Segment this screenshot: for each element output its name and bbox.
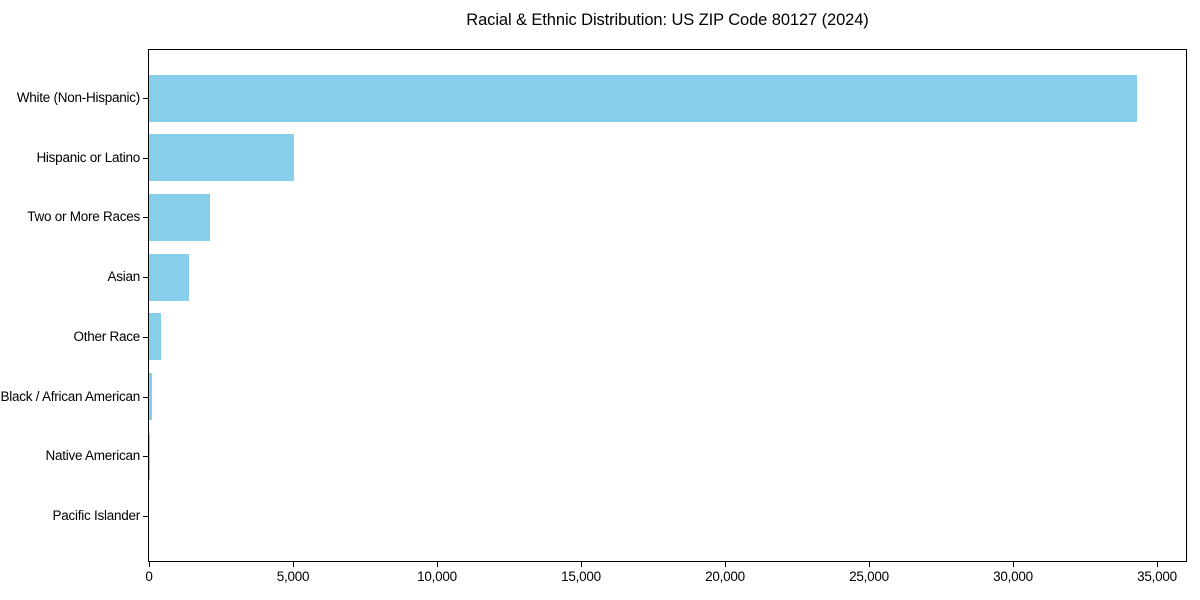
bar-hispanic-or-latino [149,134,294,182]
x-tick-mark [869,562,870,567]
bar-asian [149,253,189,301]
x-tick-label: 25,000 [849,569,889,584]
y-tick-label: Native American [45,448,140,464]
bar-two-or-more-races [149,193,210,241]
chart-title: Racial & Ethnic Distribution: US ZIP Cod… [466,11,869,29]
x-tick-label: 20,000 [705,569,745,584]
y-tick-mark [143,98,148,99]
bar-black-african-american [149,373,152,420]
x-tick-label: 0 [145,569,153,584]
x-tick-mark [437,562,438,567]
y-tick-label: Two or More Races [27,209,140,225]
y-tick-label: Hispanic or Latino [36,149,140,165]
y-tick-mark [143,456,148,458]
x-tick-label: 35,000 [1137,569,1177,584]
y-tick-label: White (Non-Hispanic) [16,90,141,105]
x-tick-mark [1013,562,1014,567]
plot-area [148,49,1187,562]
x-tick-mark [581,562,582,567]
y-tick-mark [143,396,148,398]
y-tick-label: Pacific Islander [52,507,140,523]
bar-native-american [149,432,150,480]
x-tick-label: 10,000 [417,569,457,584]
x-tick-label: 30,000 [993,569,1033,584]
y-tick-label: Black / African American [0,388,140,404]
x-tick-mark [149,562,150,567]
y-tick-mark [143,515,148,517]
bar-other-race [149,313,161,361]
x-tick-mark [293,562,294,567]
y-tick-label: Asian [107,269,140,285]
y-tick-mark [143,277,148,279]
x-tick-label: 5,000 [276,569,310,584]
x-tick-mark [725,562,726,567]
y-tick-mark [143,217,148,219]
y-tick-mark [143,157,148,159]
bar-white-non-hispanic [149,74,1137,122]
x-tick-label: 15,000 [561,569,601,584]
y-tick-label: Other Race [73,328,140,344]
y-tick-mark [143,336,148,338]
x-tick-mark [1157,562,1158,567]
